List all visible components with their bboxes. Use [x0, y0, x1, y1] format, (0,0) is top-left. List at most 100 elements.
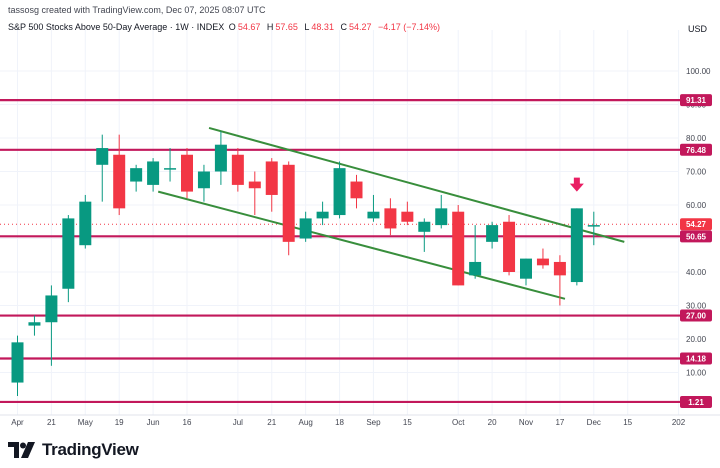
candle: [249, 172, 261, 216]
y-tick-label: 30.00: [686, 302, 707, 311]
candle: [45, 285, 57, 365]
candle-body: [130, 168, 142, 181]
x-tick-label: Nov: [519, 418, 533, 427]
candle-body: [28, 322, 40, 325]
candle-body: [588, 225, 600, 227]
level-price-label: 50.65: [686, 232, 707, 241]
candle: [232, 148, 244, 192]
candle: [147, 158, 159, 192]
candle-body: [45, 295, 57, 322]
down-arrow-marker: [570, 178, 584, 192]
candle: [113, 135, 125, 215]
candle: [198, 165, 210, 202]
candle-body: [571, 208, 583, 282]
x-tick-label: 21: [267, 418, 276, 427]
candle-body: [435, 208, 447, 225]
candle-body: [249, 182, 261, 189]
candle: [486, 222, 498, 249]
candle-body: [452, 212, 464, 286]
candle-body: [62, 218, 74, 288]
candle: [28, 316, 40, 336]
candle-body: [317, 212, 329, 219]
candle-body: [215, 145, 227, 172]
candle: [130, 165, 142, 192]
candle: [334, 161, 346, 218]
candle: [435, 195, 447, 229]
y-tick-label: 20.00: [686, 335, 707, 344]
candle: [181, 148, 193, 198]
candle-body: [113, 155, 125, 209]
candle-body: [79, 202, 91, 246]
x-tick-label: 15: [403, 418, 412, 427]
candle: [266, 158, 278, 212]
level-price-label: 14.18: [686, 354, 707, 363]
candle-body: [418, 222, 430, 232]
candle: [537, 249, 549, 269]
x-tick-label: Aug: [299, 418, 313, 427]
x-tick-label: Jun: [147, 418, 160, 427]
candle: [571, 208, 583, 285]
candle: [62, 215, 74, 302]
x-tick-label: Oct: [452, 418, 465, 427]
candle-body: [384, 208, 396, 228]
candle: [300, 212, 312, 242]
candle: [12, 336, 24, 396]
candle-body: [401, 212, 413, 222]
x-tick-label: May: [78, 418, 93, 427]
x-tick-label: 21: [47, 418, 56, 427]
tradingview-logo-icon: [8, 442, 36, 458]
level-price-label: 91.31: [686, 96, 707, 105]
candle-body: [520, 259, 532, 279]
candle: [283, 161, 295, 255]
candle-body: [486, 225, 498, 242]
x-tick-label: Jul: [233, 418, 243, 427]
x-tick-label: 202: [672, 418, 686, 427]
y-tick-label: 10.00: [686, 369, 707, 378]
candle-body: [554, 262, 566, 275]
candle-body: [283, 165, 295, 242]
x-tick-label: 20: [488, 418, 497, 427]
y-tick-label: 60.00: [686, 201, 707, 210]
x-tick-label: Sep: [366, 418, 381, 427]
candle-body: [503, 222, 515, 272]
last-price-label: 54.27: [686, 220, 707, 229]
level-price-label: 1.21: [688, 398, 704, 407]
x-tick-label: Apr: [11, 418, 24, 427]
candle-body: [232, 155, 244, 185]
candle: [215, 131, 227, 185]
candle: [520, 259, 532, 286]
tradingview-logo[interactable]: TradingView: [8, 440, 139, 460]
candle-body: [266, 161, 278, 195]
level-price-label: 76.48: [686, 146, 707, 155]
candle: [96, 135, 108, 202]
candle-body: [181, 155, 193, 192]
x-tick-label: Dec: [587, 418, 601, 427]
candle: [367, 195, 379, 222]
candle: [351, 175, 363, 209]
candle: [503, 215, 515, 275]
x-tick-label: 18: [335, 418, 344, 427]
y-tick-label: 100.00: [686, 67, 711, 76]
candle: [418, 218, 430, 252]
level-price-label: 27.00: [686, 312, 707, 321]
candle: [588, 212, 600, 246]
candle-body: [469, 262, 481, 275]
candle: [452, 205, 464, 285]
candle: [469, 225, 481, 279]
y-tick-label: 80.00: [686, 134, 707, 143]
candle-body: [147, 161, 159, 184]
candle-body: [351, 182, 363, 199]
x-tick-label: 17: [555, 418, 564, 427]
price-chart[interactable]: 10.0020.0030.0040.0050.0060.0070.0080.00…: [0, 0, 720, 468]
y-tick-label: 70.00: [686, 168, 707, 177]
candle-body: [367, 212, 379, 219]
candle-body: [300, 218, 312, 238]
candle-body: [334, 168, 346, 215]
candle-body: [537, 259, 549, 266]
candle: [79, 195, 91, 249]
candle-body: [96, 148, 108, 165]
candle-body: [12, 342, 24, 382]
candle: [384, 198, 396, 235]
candle-body: [198, 172, 210, 189]
x-tick-label: 16: [183, 418, 192, 427]
